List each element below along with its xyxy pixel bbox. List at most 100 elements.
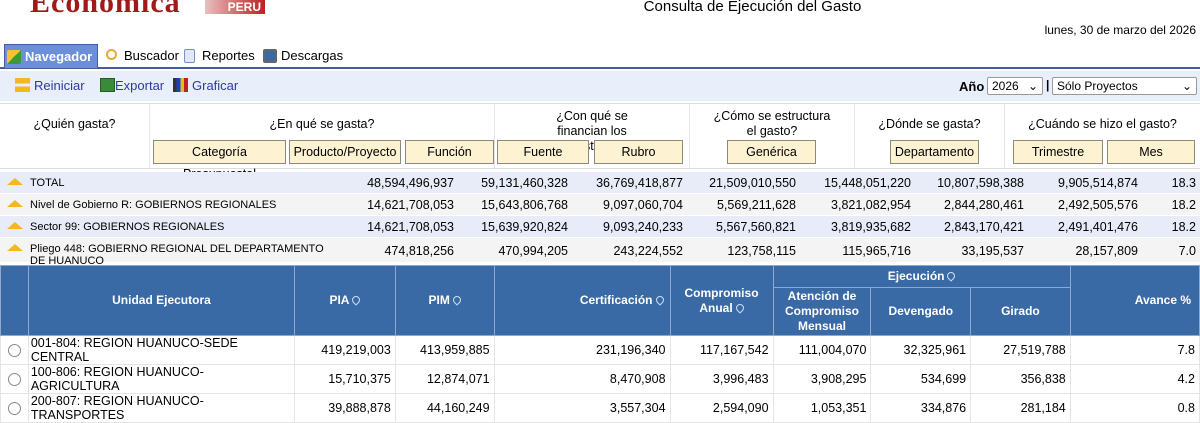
trimestre-button[interactable]: Trimestre bbox=[1013, 140, 1103, 164]
summary-row[interactable]: TOTAL 48,594,496,937 59,131,460,328 36,769,… bbox=[0, 172, 1200, 194]
magnifier-icon bbox=[106, 49, 117, 60]
cell-value: 12,874,071 bbox=[394, 364, 495, 394]
tab-descargas[interactable]: Descargas bbox=[261, 44, 343, 68]
info-pin-icon[interactable] bbox=[945, 270, 958, 282]
summary-value: 2,843,170,421 bbox=[944, 220, 1024, 234]
info-pin-icon[interactable] bbox=[451, 294, 463, 306]
header-avance[interactable]: Avance % bbox=[1069, 265, 1200, 336]
header-devengado[interactable]: Devengado bbox=[870, 287, 972, 336]
tab-navegador[interactable]: Navegador bbox=[4, 44, 98, 68]
cell-value: 8,470,908 bbox=[493, 364, 671, 394]
generica-button[interactable]: Genérica bbox=[727, 140, 816, 164]
info-pin-icon[interactable] bbox=[350, 294, 363, 306]
year-label: Año bbox=[959, 79, 985, 94]
radio-button[interactable] bbox=[7, 373, 21, 387]
categoria-button[interactable]: Categoría Presupuestal bbox=[153, 140, 286, 181]
dimension-panel: ¿Quién gasta? ¿En qué se gasta? Categorí… bbox=[0, 103, 1200, 181]
departamento-button[interactable]: Departamento bbox=[890, 140, 979, 164]
results-table: Unidad Ejecutora PIA PIM Certificación C… bbox=[0, 265, 1200, 423]
summary-rows: TOTAL 48,594,496,937 59,131,460,328 36,769,… bbox=[0, 172, 1200, 267]
summary-row[interactable]: Nivel de Gobierno R: GOBIERNOS REGIONALE… bbox=[0, 194, 1200, 216]
table-row[interactable]: 001-804: REGION HUANUCO-SEDE CENTRAL 419,… bbox=[0, 335, 1200, 365]
summary-row[interactable]: Pliego 448: GOBIERNO REGIONAL DEL DEPART… bbox=[0, 238, 1200, 267]
tab-buscador[interactable]: Buscador bbox=[104, 44, 179, 68]
table-row[interactable]: 100-806: REGION HUANUCO-AGRICULTURA 15,71… bbox=[0, 364, 1200, 394]
header-label: Ejecución bbox=[887, 269, 945, 283]
summary-row[interactable]: Sector 99: GOBIERNOS REGIONALES 14,621,70… bbox=[0, 216, 1200, 238]
chevron-down-icon: ⌄ bbox=[1027, 79, 1038, 93]
table-row[interactable]: 200-807: REGION HUANUCO-TRANSPORTES 39,88… bbox=[0, 393, 1200, 423]
mes-button[interactable]: Mes bbox=[1107, 140, 1195, 164]
header-ejecucion[interactable]: Ejecución bbox=[772, 265, 1071, 288]
graficar-button[interactable]: Graficar bbox=[173, 78, 238, 93]
collapse-arrow-icon[interactable] bbox=[7, 200, 23, 207]
reiniciar-label: Reiniciar bbox=[34, 78, 85, 93]
tab-label: Reportes bbox=[202, 48, 255, 63]
question-label: ¿Dónde se gasta? bbox=[878, 117, 981, 131]
cell-value: 281,184 bbox=[970, 393, 1071, 423]
info-pin-icon[interactable] bbox=[653, 294, 666, 306]
cube-icon bbox=[7, 50, 21, 64]
fuente-button[interactable]: Fuente bbox=[497, 140, 589, 164]
header-girado[interactable]: Girado bbox=[970, 287, 1071, 336]
unidad-name: 001-804: REGION HUANUCO-SEDE CENTRAL bbox=[27, 335, 296, 365]
section-en-que: ¿En qué se gasta? Categoría Presupuestal… bbox=[150, 104, 495, 181]
radio-button[interactable] bbox=[7, 344, 21, 358]
question-label: ¿Cómo se estructura el gasto? bbox=[713, 109, 831, 138]
filter-select[interactable]: Sólo Proyectos ⌄ bbox=[1052, 77, 1197, 95]
summary-label: Pliego 448: GOBIERNO REGIONAL DEL DEPART… bbox=[30, 243, 324, 267]
question-label: ¿Cuándo se hizo el gasto? bbox=[1028, 117, 1177, 131]
document-icon bbox=[184, 49, 195, 63]
radio-button[interactable] bbox=[7, 402, 21, 416]
header-pia[interactable]: PIA bbox=[294, 265, 396, 336]
logo: Economica bbox=[30, 0, 181, 19]
row-select[interactable] bbox=[0, 335, 29, 365]
collapse-arrow-icon[interactable] bbox=[7, 222, 23, 229]
summary-value: 10,807,598,388 bbox=[937, 176, 1024, 190]
reiniciar-button[interactable]: Reiniciar bbox=[15, 78, 85, 93]
header-unidad[interactable]: Unidad Ejecutora bbox=[27, 265, 296, 336]
summary-value: 15,643,806,768 bbox=[481, 198, 568, 212]
summary-value: 470,994,205 bbox=[498, 244, 568, 258]
year-select[interactable]: 2026 ⌄ bbox=[987, 77, 1043, 95]
exportar-button[interactable]: Exportar bbox=[100, 78, 164, 93]
cell-value: 39,888,878 bbox=[294, 393, 396, 423]
cell-value: 3,908,295 bbox=[772, 364, 872, 394]
select-column-header bbox=[0, 265, 29, 336]
cell-value: 44,160,249 bbox=[394, 393, 495, 423]
producto-button[interactable]: Producto/Proyecto bbox=[289, 140, 401, 164]
summary-value: 5,567,560,821 bbox=[716, 220, 796, 234]
section-quien: ¿Quién gasta? bbox=[0, 104, 150, 168]
row-select[interactable] bbox=[0, 364, 29, 394]
header-compromiso[interactable]: Compromiso Anual bbox=[669, 265, 774, 336]
summary-value: 243,224,552 bbox=[613, 244, 683, 258]
summary-value: 28,157,809 bbox=[1075, 244, 1138, 258]
summary-value: 18.2 bbox=[1171, 198, 1196, 212]
section-como: ¿Cómo se estructura el gasto? Genérica bbox=[690, 104, 855, 168]
header-pim[interactable]: PIM bbox=[394, 265, 495, 336]
header-atencion[interactable]: Atención de Compromiso Mensual bbox=[772, 287, 872, 336]
summary-value: 59,131,460,328 bbox=[481, 176, 568, 190]
row-select[interactable] bbox=[0, 393, 29, 423]
info-pin-icon[interactable] bbox=[734, 301, 746, 314]
cell-value: 2,594,090 bbox=[669, 393, 774, 423]
summary-value: 48,594,496,937 bbox=[367, 176, 454, 190]
cell-value: 334,876 bbox=[870, 393, 972, 423]
tab-reportes[interactable]: Reportes bbox=[182, 44, 255, 68]
separator: | bbox=[1046, 78, 1050, 92]
funcion-button[interactable]: Función bbox=[405, 140, 494, 164]
collapse-arrow-icon[interactable] bbox=[7, 244, 23, 251]
question-label: ¿En qué se gasta? bbox=[269, 117, 375, 131]
chevron-down-icon: ⌄ bbox=[1181, 79, 1192, 93]
rubro-button[interactable]: Rubro bbox=[594, 140, 683, 164]
cell-value: 15,710,375 bbox=[294, 364, 396, 394]
header-label: Compromiso Anual bbox=[684, 285, 759, 315]
collapse-arrow-icon[interactable] bbox=[7, 178, 23, 185]
download-icon bbox=[263, 49, 277, 63]
summary-value: 3,821,082,954 bbox=[831, 198, 911, 212]
summary-value: 18.3 bbox=[1171, 176, 1196, 190]
bar-chart-icon bbox=[173, 78, 188, 92]
summary-value: 2,491,401,476 bbox=[1058, 220, 1138, 234]
cell-value: 419,219,003 bbox=[294, 335, 396, 365]
header-certificacion[interactable]: Certificación bbox=[493, 265, 671, 336]
